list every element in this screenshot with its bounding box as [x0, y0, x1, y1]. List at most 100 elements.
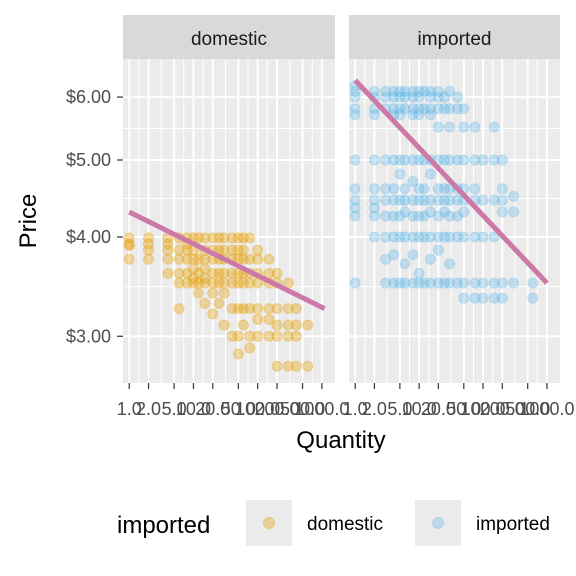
data-point-imported — [488, 277, 500, 289]
data-point-domestic — [218, 319, 230, 331]
data-point-imported — [407, 194, 419, 206]
data-point-domestic — [199, 263, 211, 275]
data-point-imported — [432, 277, 444, 289]
data-point-domestic — [271, 303, 283, 315]
data-point-imported — [394, 109, 406, 121]
data-point-domestic — [187, 277, 199, 289]
data-point-imported — [488, 194, 500, 206]
data-point-domestic — [207, 267, 219, 279]
data-point-imported — [469, 183, 481, 195]
panel-domestic: domestic — [123, 15, 335, 383]
data-point-imported — [388, 277, 400, 289]
data-point-imported — [432, 210, 444, 222]
x-tick-label: 1.0 — [117, 399, 142, 419]
data-point-imported — [424, 231, 436, 243]
data-point-imported — [349, 277, 361, 289]
data-point-imported — [407, 91, 419, 103]
data-point-imported — [349, 91, 361, 103]
data-point-domestic — [290, 330, 302, 342]
data-point-imported — [388, 85, 400, 97]
data-point-imported — [432, 231, 444, 243]
data-point-imported — [394, 277, 406, 289]
legend-key-imported — [415, 500, 461, 546]
x-tick-label: 2.0 — [136, 399, 161, 419]
data-point-imported — [380, 183, 392, 195]
data-point-imported — [399, 85, 411, 97]
data-point-imported — [380, 231, 392, 243]
data-point-imported — [488, 231, 500, 243]
data-point-imported — [349, 202, 361, 214]
data-point-imported — [452, 194, 464, 206]
data-point-domestic — [252, 313, 264, 325]
legend-point-domestic — [263, 517, 275, 529]
data-point-domestic — [187, 272, 199, 284]
data-point-imported — [407, 175, 419, 187]
data-point-domestic — [282, 303, 294, 315]
data-point-imported — [444, 85, 456, 97]
strip-domestic-label: domestic — [191, 29, 267, 50]
data-point-imported — [368, 85, 380, 97]
trend-line-imported — [353, 78, 549, 285]
data-point-imported — [418, 277, 430, 289]
data-point-domestic — [173, 267, 185, 279]
data-point-domestic — [237, 303, 249, 315]
x-axis-title: Quantity — [296, 427, 385, 454]
data-point-imported — [399, 277, 411, 289]
data-point-imported — [458, 154, 470, 166]
data-point-imported — [399, 194, 411, 206]
data-point-imported — [399, 206, 411, 218]
x-tick-label: 500.0 — [505, 399, 550, 419]
data-point-imported — [368, 210, 380, 222]
x-tick-label: 500.0 — [280, 399, 325, 419]
data-point-imported — [444, 277, 456, 289]
data-point-imported — [413, 183, 425, 195]
x-tick-label: 5.0 — [387, 399, 412, 419]
data-point-imported — [439, 194, 451, 206]
data-point-domestic — [207, 232, 219, 244]
data-point-imported — [458, 292, 470, 304]
data-point-domestic — [244, 303, 256, 315]
data-point-domestic — [143, 253, 155, 265]
data-point-domestic — [252, 303, 264, 315]
data-point-domestic — [232, 232, 244, 244]
data-point-imported — [349, 194, 361, 206]
data-point-domestic — [232, 330, 244, 342]
data-point-imported — [452, 91, 464, 103]
panel-imported: imported — [349, 15, 560, 383]
data-point-domestic — [218, 267, 230, 279]
data-point-domestic — [213, 267, 225, 279]
x-tick-label: 1.0 — [343, 399, 368, 419]
data-point-imported — [399, 91, 411, 103]
x-tick-label: 200.0 — [480, 399, 525, 419]
data-point-imported — [380, 277, 392, 289]
data-point-imported — [439, 183, 451, 195]
data-point-imported — [452, 210, 464, 222]
data-point-imported — [368, 183, 380, 195]
data-point-imported — [394, 154, 406, 166]
data-point-imported — [399, 154, 411, 166]
x-tick-label: 1000.0 — [519, 399, 574, 419]
data-point-imported — [424, 85, 436, 97]
x-tick-label: 50.0 — [221, 399, 256, 419]
data-point-imported — [439, 154, 451, 166]
data-point-imported — [380, 91, 392, 103]
data-point-domestic — [282, 319, 294, 331]
data-point-domestic — [271, 360, 283, 372]
data-point-imported — [477, 154, 489, 166]
y-axis-title: Price — [15, 194, 42, 249]
data-point-imported — [432, 91, 444, 103]
data-point-imported — [413, 194, 425, 206]
data-point-imported — [477, 231, 489, 243]
data-point-imported — [488, 292, 500, 304]
data-point-imported — [418, 85, 430, 97]
data-point-domestic — [123, 232, 135, 244]
data-point-imported — [394, 210, 406, 222]
x-axis-domestic: 1.02.0 5.010.020.050.0100.0200.0500.01000… — [117, 383, 349, 419]
x-tick-label: 20.0 — [421, 399, 456, 419]
data-point-imported — [388, 210, 400, 222]
data-point-imported — [458, 231, 470, 243]
data-point-imported — [444, 103, 456, 115]
data-point-domestic — [252, 244, 264, 256]
data-point-imported — [458, 277, 470, 289]
